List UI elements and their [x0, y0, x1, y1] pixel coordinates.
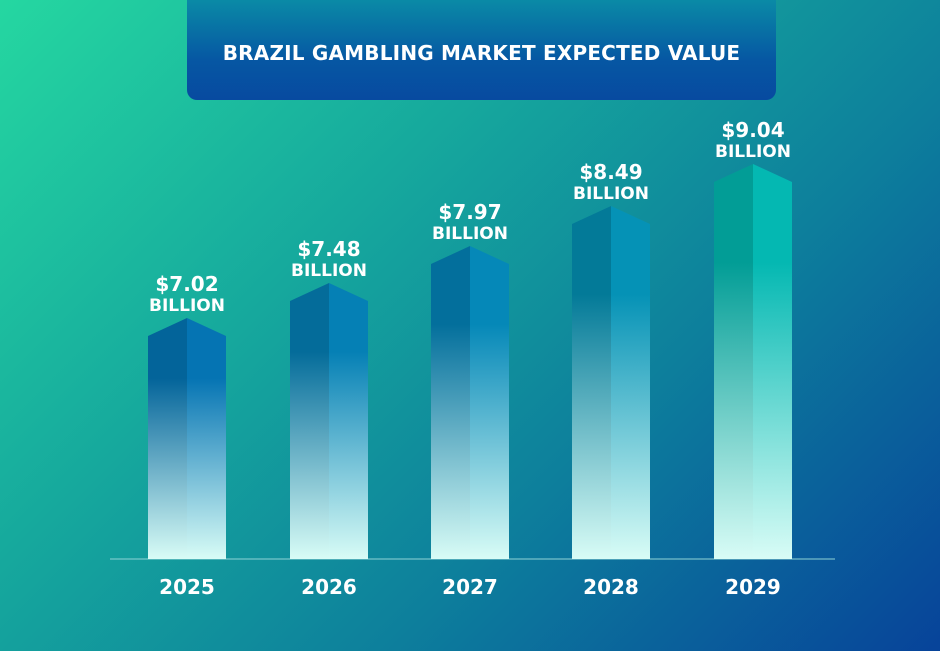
x-tick-label-2026: 2026	[301, 575, 357, 599]
value-label-2025: $7.02	[155, 272, 218, 296]
value-label-2029: $9.04	[721, 118, 784, 142]
chart-title: BRAZIL GAMBLING MARKET EXPECTED VALUE	[222, 41, 741, 65]
bar-2028-left-face	[572, 206, 611, 559]
bar-2028-right-face	[611, 206, 650, 559]
bar-2029-right-face	[753, 164, 792, 559]
bar-2026-right-face	[329, 283, 368, 559]
value-label-2027: $7.97	[438, 200, 501, 224]
x-tick-label-2025: 2025	[159, 575, 215, 599]
bar-2025-right-face	[187, 318, 226, 559]
bar-2029-left-face	[714, 164, 753, 559]
value-label-2026: $7.48	[297, 237, 360, 261]
bar-2027-left-face	[431, 246, 470, 559]
unit-label-2028: BILLION	[573, 184, 649, 204]
x-tick-label-2028: 2028	[583, 575, 639, 599]
unit-label-2029: BILLION	[715, 142, 791, 162]
bar-2026-left-face	[290, 283, 329, 559]
unit-label-2025: BILLION	[149, 296, 225, 316]
bar-2025-left-face	[148, 318, 187, 559]
value-label-2028: $8.49	[579, 160, 642, 184]
x-tick-label-2027: 2027	[442, 575, 498, 599]
title-banner: BRAZIL GAMBLING MARKET EXPECTED VALUE	[187, 0, 776, 100]
bar-2027-right-face	[470, 246, 509, 559]
unit-label-2026: BILLION	[291, 261, 367, 281]
unit-label-2027: BILLION	[432, 224, 508, 244]
x-tick-label-2029: 2029	[725, 575, 781, 599]
